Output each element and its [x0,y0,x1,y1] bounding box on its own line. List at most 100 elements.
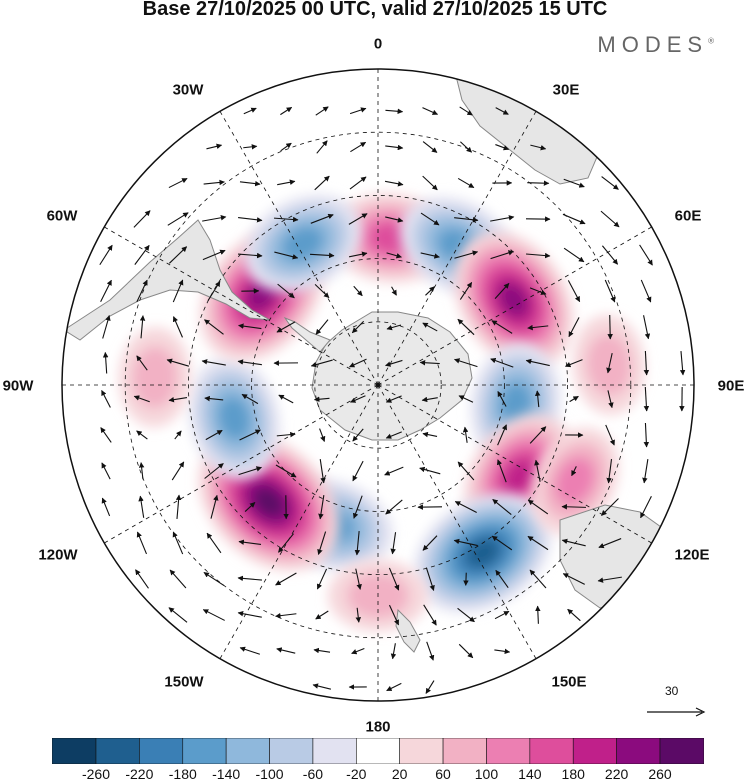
colorbar-swatch [139,738,184,764]
wind-vector [384,466,404,476]
wind-vector [136,279,148,303]
wind-vector [422,107,439,115]
wind-vector [238,217,263,223]
wind-vector [166,358,190,367]
wind-vector [102,351,109,374]
wind-vector [310,359,333,368]
wind-vector [355,607,362,623]
colorbar-swatch [95,738,140,764]
lon-label-150e: 150E [551,673,587,691]
wind-vector [101,462,111,480]
lon-label-0: 0 [373,35,383,53]
wind-vector [535,605,541,624]
colorbar-tick-label: 220 [604,766,629,782]
wind-vector [202,215,227,222]
colorbar-tick-label: 100 [474,766,499,782]
wind-vector [237,252,263,259]
wind-vector [642,459,649,484]
wind-vector [203,179,225,186]
wind-vector [679,350,686,376]
wind-vector [390,643,397,660]
wind-vector [317,531,327,555]
wind-vector [561,504,587,510]
wind-vector [492,498,512,516]
negative-anomaly-30w [244,194,362,293]
wind-vector [601,176,619,190]
wind-vector [354,531,361,556]
wind-vector [243,107,257,115]
wind-vector [390,532,397,555]
wind-vector [204,395,224,402]
brand-text: MODES [597,32,709,57]
wind-vector [386,682,402,692]
wind-vector [134,244,150,265]
wind-vector [605,424,615,446]
colorbar-tick-label: 140 [518,766,542,782]
wind-vector [563,178,585,188]
wind-vector [420,252,440,259]
wind-vector [273,216,299,223]
wind-vector [172,531,184,555]
wind-vector [167,212,189,226]
wind-vector [643,315,651,340]
wind-vector [239,180,261,187]
wind-vector [454,358,478,368]
colorbar [52,738,704,764]
wind-vector [385,144,404,151]
wind-vector [174,430,182,440]
wind-vector [426,641,435,661]
lon-label-150w: 150W [164,673,204,691]
wind-vector [355,568,362,590]
wind-vector [348,358,367,368]
wind-vector [168,246,188,264]
wind-vector [318,495,325,520]
wind-vector [385,359,403,367]
colorbar-tick-label: -140 [212,766,241,782]
wind-vector [639,244,653,266]
wind-vector [607,314,613,340]
wind-vector [494,282,510,299]
wind-vector [422,141,438,153]
wind-vector [276,431,296,438]
wind-vector [563,247,585,263]
wind-vector [525,252,551,259]
wind-vector [388,567,400,591]
wind-vector [349,176,367,190]
wind-vector [276,321,296,333]
wind-vector [277,283,295,299]
wind-vector [99,244,113,266]
colorbar-tick-label: 180 [561,766,585,782]
wind-vector [276,647,296,654]
wind-vector [243,144,258,150]
negative-anomaly-150e [414,493,552,613]
wind-vector [309,252,335,259]
wind-vector [420,212,440,226]
lon-label-120e: 120E [674,546,710,564]
wind-vector [495,107,509,115]
wind-vector [640,496,652,519]
wind-vector [386,252,402,259]
wind-vector [527,324,549,331]
wind-vector [172,316,183,338]
wind-vector [101,497,111,517]
wind-vector [640,279,652,303]
colorbar-swatch [52,738,97,764]
wind-vector [351,320,365,334]
anomaly-level [586,334,632,396]
wind-vector [422,431,438,438]
lon-label-90e: 90E [717,377,745,395]
lon-label-180: 180 [365,718,391,736]
colorbar-tick-label: -60 [302,766,324,782]
wind-vector [352,428,364,442]
wind-vector [425,680,435,694]
wind-vector [238,539,262,545]
wind-vector [207,280,221,301]
antarctica [311,311,473,441]
wind-vector [352,495,363,519]
wind-vector [597,576,622,583]
colorbar-swatch [659,738,704,764]
latitude-circle [251,258,505,512]
wind-vector [525,358,550,367]
lon-label-30w: 30W [172,81,204,99]
latitude-circle [124,131,632,639]
